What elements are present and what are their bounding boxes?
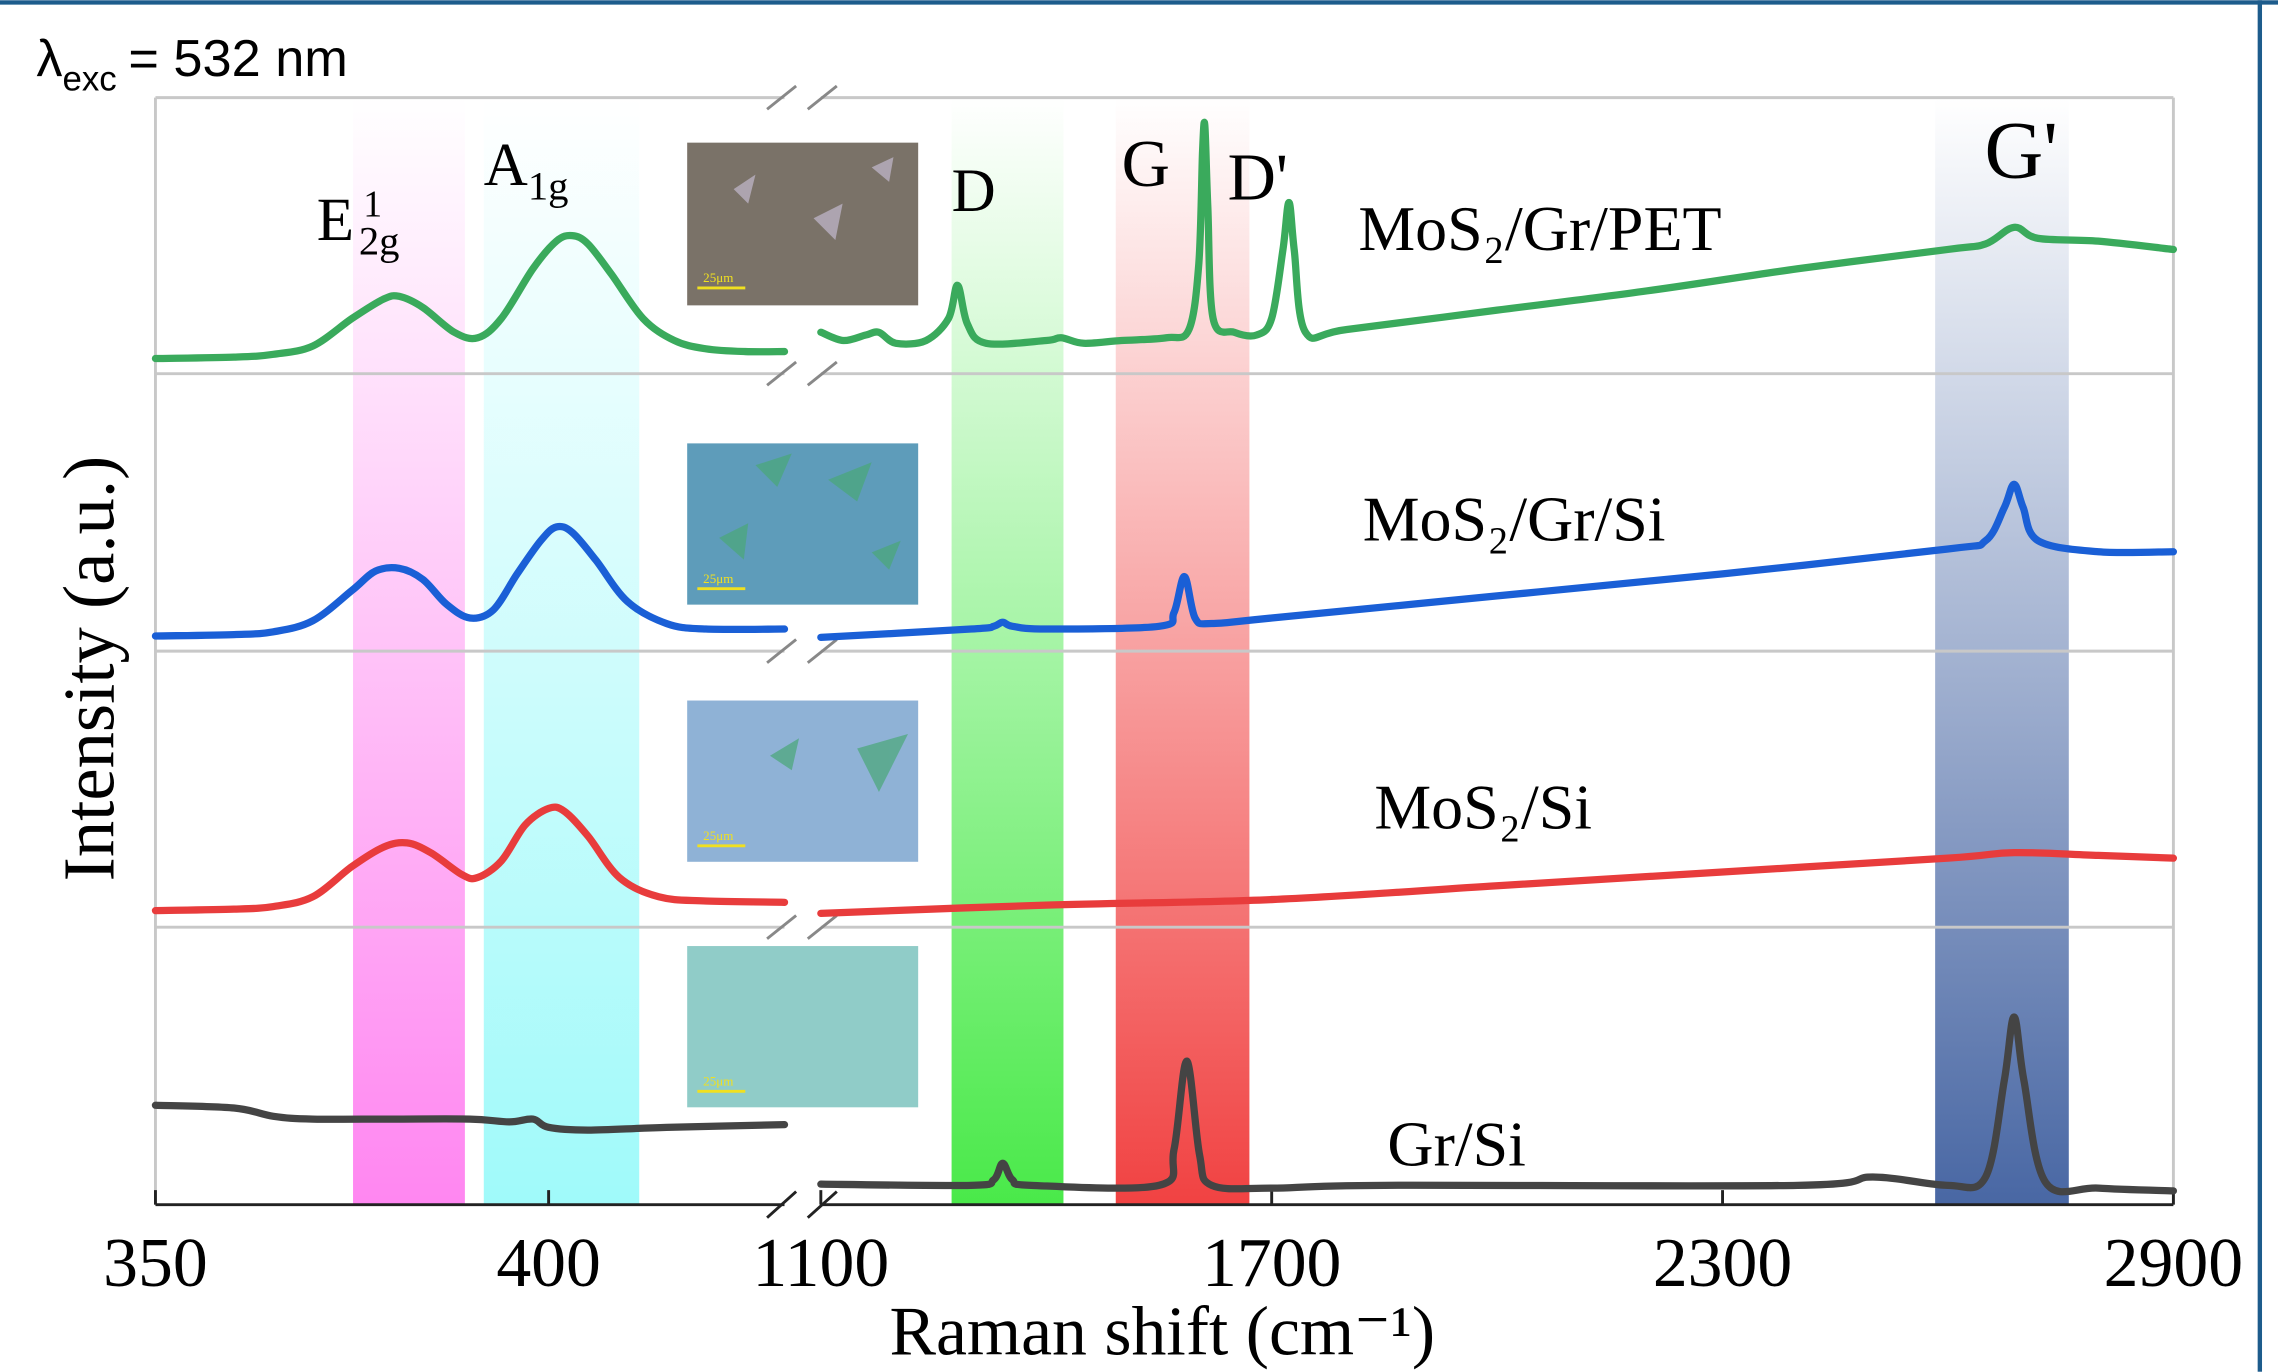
peak-label: D' [1228, 140, 1288, 214]
x-tick-label: 400 [496, 1225, 601, 1302]
peak-label-text: D [952, 158, 996, 225]
peak-label-text: D' [1228, 140, 1288, 214]
x-tick-label: 2300 [1653, 1225, 1792, 1302]
peak-label: G' [1985, 106, 2058, 196]
peak-label: G [1122, 127, 1170, 201]
x-tick-label: 350 [103, 1225, 208, 1302]
annotation-sub: exc [62, 59, 116, 98]
peak-label-text: E [317, 187, 354, 254]
series-label: MoS₂/Gr/Si [1363, 484, 1666, 555]
chart: λexc = 532 nm Raman shift (cm⁻¹) Intensit… [0, 0, 2278, 1372]
peak-label: D [952, 158, 996, 225]
x-axis-label: Raman shift (cm⁻¹) [889, 1293, 1435, 1370]
x-tick-label: 1100 [752, 1225, 889, 1302]
annotation: λexc = 532 nm [36, 30, 348, 99]
peak-label-sub: 1g [528, 163, 569, 208]
y-axis-label: Intensity (a.u.) [48, 456, 129, 882]
annotation-symbol: λ [36, 30, 62, 88]
frame-right [2258, 0, 2262, 1371]
scale-bar-label: 25μm [703, 571, 733, 586]
series-label: MoS₂/Gr/PET [1358, 193, 1721, 264]
scale-bar-label: 25μm [703, 828, 733, 843]
peak-label-text: A [484, 132, 528, 199]
spectrum-line [155, 1105, 784, 1130]
x-tick-label: 1700 [1202, 1225, 1341, 1302]
annotation-text: = 532 nm [128, 30, 348, 88]
x-tick-label: 2900 [2104, 1225, 2243, 1302]
peak-label-text: G' [1985, 106, 2058, 196]
scale-bar-label: 25μm [703, 1074, 733, 1089]
scale-bar-label: 25μm [703, 270, 733, 285]
series-label: MoS₂/Si [1374, 771, 1592, 842]
frame-top [0, 0, 2278, 4]
peak-label-text: G [1122, 127, 1170, 201]
series-label: Gr/Si [1387, 1108, 1525, 1179]
peak-label-sub: 2g [359, 219, 400, 264]
